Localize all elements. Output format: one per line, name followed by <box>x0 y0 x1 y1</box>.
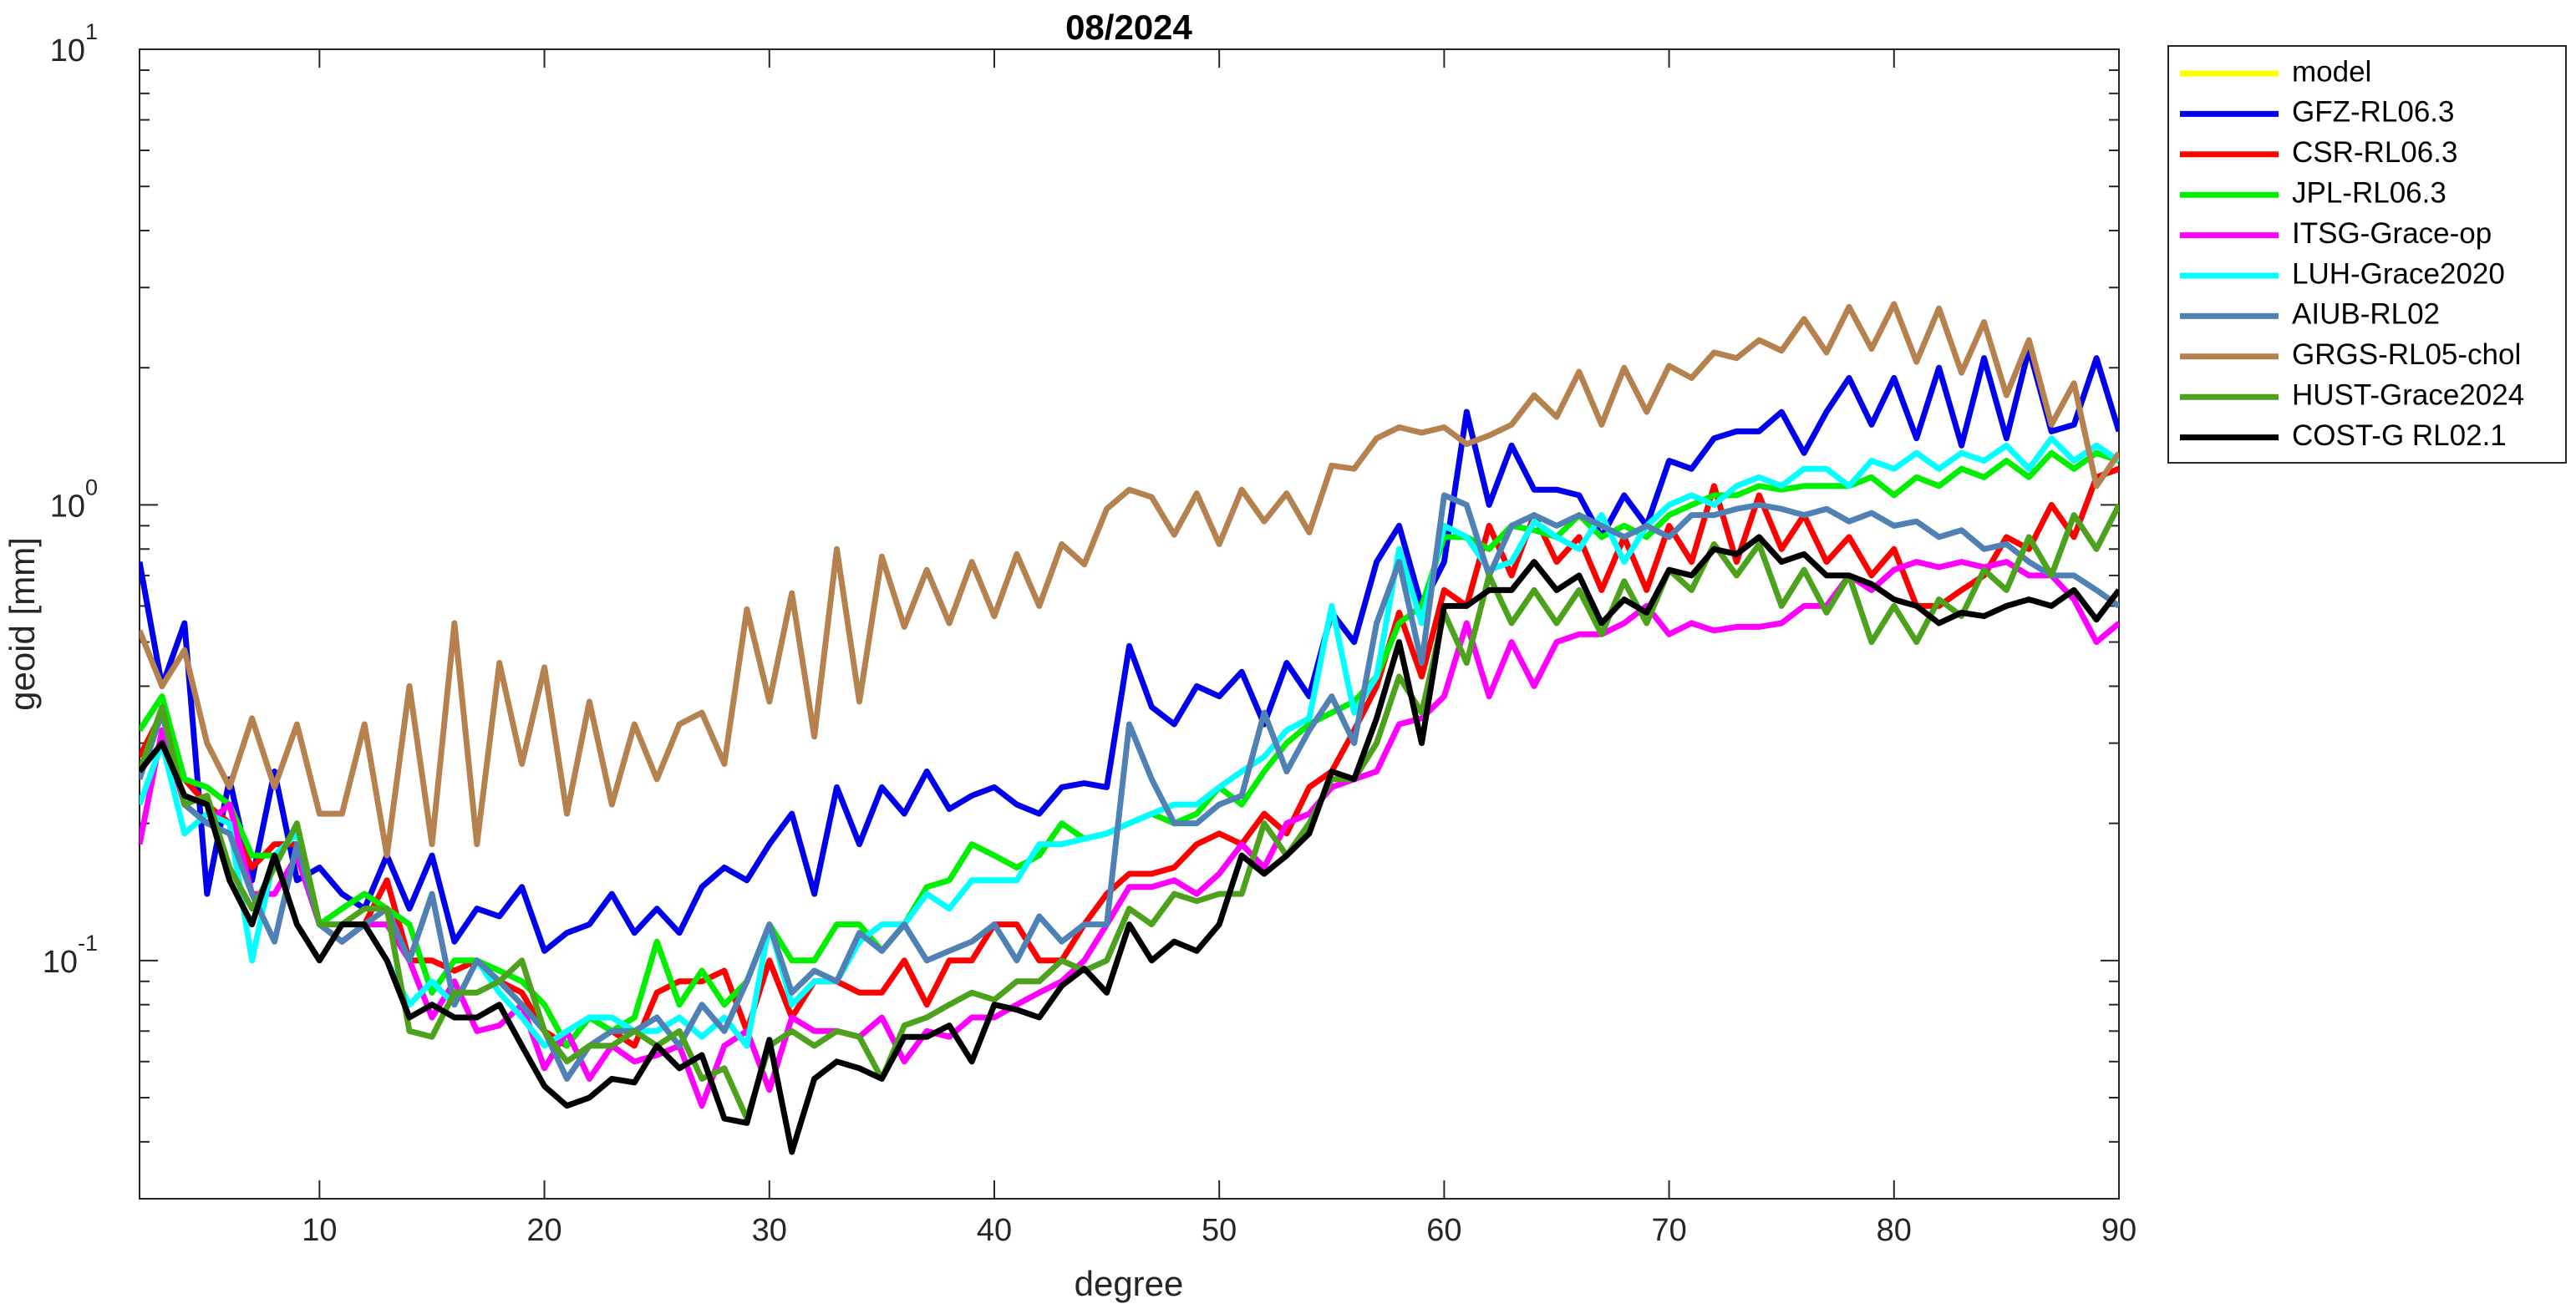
legend-label: GFZ-RL06.3 <box>2292 96 2455 129</box>
series-line <box>140 346 2119 954</box>
x-tick-label: 60 <box>1426 1213 1461 1248</box>
x-tick-label: 70 <box>1651 1213 1686 1248</box>
y-tick-base: 10 <box>50 33 85 68</box>
y-tick-label: 101 <box>50 19 98 68</box>
x-tick-label: 50 <box>1202 1213 1237 1248</box>
series-line <box>140 465 2119 1049</box>
legend-label: model <box>2292 55 2371 88</box>
y-tick-base: 10 <box>50 489 85 524</box>
chart-title: 08/2024 <box>1065 8 1192 47</box>
x-tick-label: 90 <box>2101 1213 2137 1248</box>
x-tick-label: 10 <box>302 1213 337 1248</box>
y-tick-exponent: 0 <box>85 474 98 500</box>
x-tick-label: 30 <box>752 1213 787 1248</box>
legend-label: COST-G RL02.1 <box>2292 419 2507 452</box>
legend-label: GRGS-RL05-chol <box>2292 338 2521 371</box>
series-line <box>140 503 2119 1122</box>
series-line <box>140 559 2119 1109</box>
y-tick-base: 10 <box>43 945 78 980</box>
x-tick-label: 20 <box>526 1213 561 1248</box>
plot-area <box>139 48 2120 1200</box>
series-line <box>140 301 2119 859</box>
y-tick-exponent: 1 <box>85 19 98 44</box>
y-tick-label: 100 <box>50 474 98 524</box>
legend-label: AIUB-RL02 <box>2292 298 2440 331</box>
legend-label: LUH-Grace2020 <box>2292 257 2505 290</box>
x-axis-label: degree <box>1075 1264 1184 1303</box>
y-axis-label: geoid [mm] <box>3 537 42 711</box>
y-tick-exponent: -1 <box>78 931 98 956</box>
legend-label: HUST-Grace2024 <box>2292 378 2524 411</box>
y-tick-label: 10-1 <box>43 931 98 980</box>
legend-label: ITSG-Grace-op <box>2292 217 2492 250</box>
x-tick-label: 40 <box>977 1213 1012 1248</box>
series-line <box>140 534 2119 1155</box>
legend-label: CSR-RL06.3 <box>2292 136 2457 169</box>
series-line <box>140 492 2119 1082</box>
x-tick-label: 80 <box>1877 1213 1912 1248</box>
legend-label: JPL-RL06.3 <box>2292 176 2446 209</box>
